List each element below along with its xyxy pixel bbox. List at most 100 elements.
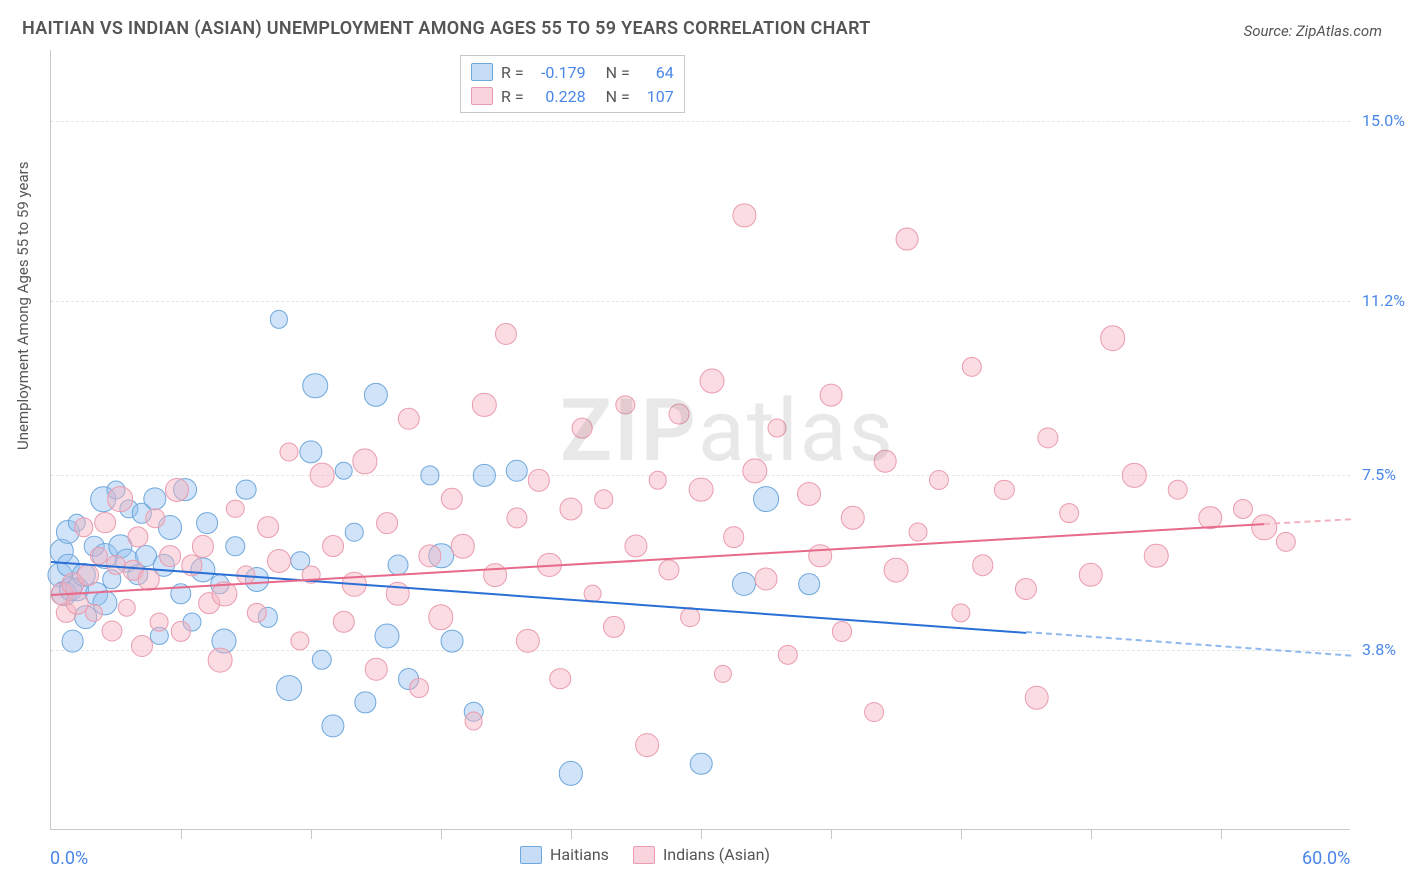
y-tick-label: 15.0% [1362,111,1405,130]
data-point [962,357,982,377]
data-point [225,537,244,556]
data-point [972,554,994,576]
data-point [269,310,287,328]
data-point [699,368,724,393]
data-point [820,384,843,407]
data-point [409,678,429,698]
data-point [1025,685,1050,710]
data-point [159,545,181,567]
data-point [345,523,364,542]
stats-legend-row: R = -0.179 N = 64 [471,60,674,84]
data-point [118,599,137,618]
legend-label: Indians (Asian) [663,845,770,864]
data-point [440,629,463,652]
data-point [777,645,797,665]
y-axis-label: Unemployment Among Ages 55 to 59 years [14,162,32,450]
data-point [374,624,399,649]
x-tick-label: 60.0% [1302,848,1350,869]
data-point [483,563,507,587]
data-point [101,621,122,642]
data-point [473,464,495,486]
data-point [1122,463,1146,487]
y-tick-label: 11.2% [1362,291,1405,310]
data-point [840,506,864,530]
data-point [884,558,909,583]
legend-swatch [471,63,493,81]
data-point [94,512,116,534]
data-point [1059,503,1079,523]
data-point [1276,531,1296,551]
legend-item: Indians (Asian) [633,845,770,864]
data-point [753,486,779,512]
data-point [74,518,94,538]
series-legend: Haitians Indians (Asian) [520,845,770,864]
x-tick [701,829,702,839]
data-point [365,658,388,681]
data-point [77,564,99,586]
stats-legend: R =-0.179N =64R =0.228N =107 [460,55,685,113]
data-point [321,714,344,737]
data-point [506,507,527,528]
trend-line [1264,518,1351,525]
legend-swatch [471,87,493,105]
data-point [441,488,463,510]
data-point [276,675,302,701]
data-point [714,665,732,683]
stat-n-value: 64 [638,63,674,82]
stat-r-value: -0.179 [532,63,586,82]
data-point [1079,562,1103,586]
data-point [332,611,354,633]
data-point [743,458,768,483]
data-point [472,392,496,416]
stat-n-label: N = [606,63,630,82]
data-point [131,635,153,657]
data-point [236,479,257,500]
data-point [624,535,647,558]
gridline [51,121,1350,122]
data-point [280,442,299,461]
x-tick [831,829,832,839]
x-tick-label: 0.0% [50,848,88,869]
stat-r-label: R = [501,63,524,82]
source-label: Source: ZipAtlas.com [1244,22,1382,40]
data-point [951,603,970,622]
x-tick [1091,829,1092,839]
data-point [299,440,322,463]
data-point [929,470,949,490]
gridline [51,650,1350,651]
data-point [864,702,884,722]
data-point [495,323,517,345]
data-point [428,605,453,630]
data-point [994,479,1014,499]
data-point [798,573,820,595]
data-point [61,630,84,653]
data-point [257,517,279,539]
data-point [549,668,571,690]
data-point [266,549,290,573]
data-point [689,477,714,502]
legend-item: Haitians [520,845,609,864]
data-point [669,404,690,425]
data-point [397,407,419,429]
data-point [658,559,679,580]
data-point [192,535,214,557]
data-point [571,418,592,439]
legend-swatch [633,846,655,864]
data-point [334,461,353,480]
x-tick [441,829,442,839]
data-point [1037,427,1058,448]
data-point [171,621,191,641]
data-point [733,204,756,227]
data-point [559,497,582,520]
y-tick-label: 7.5% [1362,465,1396,484]
x-tick [571,829,572,839]
data-point [421,466,440,485]
data-point [1144,544,1169,569]
data-point [594,489,614,509]
data-point [364,383,388,407]
data-point [874,450,897,473]
data-point [353,449,378,474]
data-point [723,526,745,548]
data-point [196,512,218,534]
data-point [150,613,169,632]
